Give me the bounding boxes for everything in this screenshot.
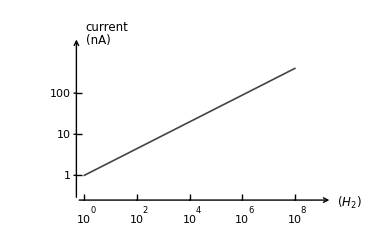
Text: 8: 8 bbox=[301, 206, 306, 215]
Text: current: current bbox=[86, 21, 129, 34]
Text: 10: 10 bbox=[235, 215, 249, 225]
Text: 4: 4 bbox=[196, 206, 201, 215]
Text: (nA): (nA) bbox=[86, 34, 111, 47]
Text: 6: 6 bbox=[248, 206, 254, 215]
Text: 10: 10 bbox=[183, 215, 197, 225]
Text: 0: 0 bbox=[90, 206, 96, 215]
Text: $(H_2)$: $(H_2)$ bbox=[337, 195, 361, 211]
Text: 10: 10 bbox=[130, 215, 144, 225]
Text: 2: 2 bbox=[143, 206, 148, 215]
Text: 10: 10 bbox=[77, 215, 91, 225]
Text: 10: 10 bbox=[288, 215, 302, 225]
